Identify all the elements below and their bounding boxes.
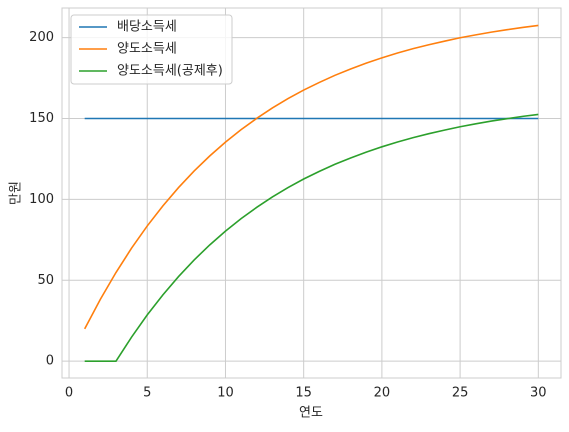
x-tick-label: 5	[143, 386, 151, 401]
x-tick-label: 30	[530, 386, 547, 401]
legend-box	[70, 14, 233, 85]
y-tick-label: 100	[29, 192, 54, 207]
y-tick-label: 0	[46, 354, 54, 369]
plot-frame	[61, 7, 562, 379]
legend-label: 양도소득세(공제후)	[117, 64, 223, 79]
y-tick-label: 50	[37, 273, 54, 288]
y-tick-label: 150	[29, 111, 54, 126]
legend-label: 배당소득세	[117, 20, 177, 35]
x-tick-label: 0	[65, 386, 73, 401]
x-tick-label: 20	[374, 386, 391, 401]
legend-label: 양도소득세	[117, 42, 177, 57]
x-tick-label: 15	[295, 386, 312, 401]
x-tick-label: 25	[452, 386, 469, 401]
x-axis-label: 연도	[299, 406, 323, 421]
y-tick-label: 200	[29, 30, 54, 45]
data-line	[84, 113, 539, 362]
data-line	[83, 24, 539, 330]
y-axis-label: 만원	[9, 181, 24, 205]
x-tick-label: 10	[217, 386, 234, 401]
